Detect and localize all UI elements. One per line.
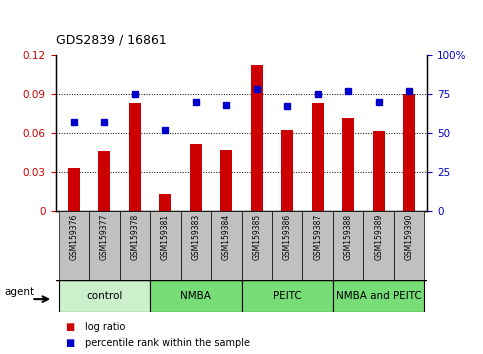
Text: GSM159376: GSM159376 [70, 214, 78, 261]
Bar [403, 94, 415, 211]
Bar [98, 151, 111, 211]
Bar [159, 194, 171, 211]
Bar [89, 211, 120, 280]
Bar [333, 211, 363, 280]
Text: agent: agent [5, 287, 35, 297]
Bar [251, 65, 263, 211]
Text: percentile rank within the sample: percentile rank within the sample [85, 338, 250, 348]
Text: GSM159377: GSM159377 [100, 214, 109, 261]
Text: GDS2839 / 16861: GDS2839 / 16861 [56, 33, 166, 46]
Text: ■: ■ [65, 338, 74, 348]
Text: GSM159386: GSM159386 [283, 214, 292, 260]
Bar [120, 211, 150, 280]
Text: GSM159389: GSM159389 [374, 214, 383, 260]
Text: GSM159378: GSM159378 [130, 214, 139, 260]
Bar [150, 280, 242, 312]
Bar [394, 211, 425, 280]
Bar [242, 280, 333, 312]
Text: ■: ■ [65, 322, 74, 332]
Text: GSM159387: GSM159387 [313, 214, 322, 260]
Bar [220, 150, 232, 211]
Text: GSM159385: GSM159385 [252, 214, 261, 260]
Text: GSM159390: GSM159390 [405, 214, 413, 261]
Bar [68, 168, 80, 211]
Bar [372, 131, 385, 211]
Text: GSM159384: GSM159384 [222, 214, 231, 260]
Text: log ratio: log ratio [85, 322, 125, 332]
Bar [242, 211, 272, 280]
Text: GSM159381: GSM159381 [161, 214, 170, 260]
Text: control: control [86, 291, 123, 301]
Text: NMBA and PEITC: NMBA and PEITC [336, 291, 422, 301]
Bar [342, 119, 355, 211]
Bar [150, 211, 181, 280]
Text: GSM159388: GSM159388 [344, 214, 353, 260]
Text: GSM159383: GSM159383 [191, 214, 200, 260]
Text: NMBA: NMBA [180, 291, 211, 301]
Bar [302, 211, 333, 280]
Bar [58, 211, 89, 280]
Bar [272, 211, 302, 280]
Bar [181, 211, 211, 280]
Bar [312, 103, 324, 211]
Bar [333, 280, 425, 312]
Text: PEITC: PEITC [273, 291, 301, 301]
Bar [128, 103, 141, 211]
Bar [211, 211, 242, 280]
Bar [281, 130, 293, 211]
Bar [58, 280, 150, 312]
Bar [363, 211, 394, 280]
Bar [190, 144, 202, 211]
